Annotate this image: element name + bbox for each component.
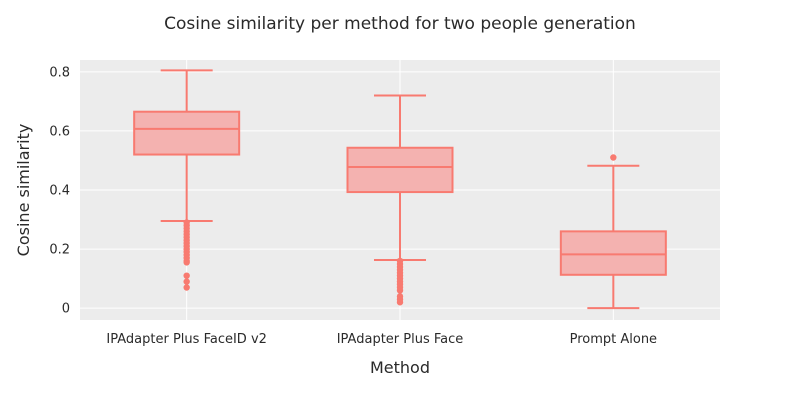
interquartile-box — [346, 146, 454, 194]
outlier-point — [396, 299, 404, 306]
y-axis-title: Cosine similarity — [14, 124, 33, 257]
outlier-point — [183, 259, 190, 266]
box-group — [559, 154, 667, 310]
box-layer — [133, 69, 667, 310]
y-tick-label: 0.2 — [49, 243, 70, 258]
chart-title: Cosine similarity per method for two peo… — [164, 14, 636, 34]
outlier-point — [183, 278, 190, 285]
interquartile-box — [559, 230, 667, 276]
x-tick-label: IPAdapter Plus Face — [337, 332, 464, 347]
x-axis-title: Method — [370, 358, 430, 377]
box-group — [346, 94, 454, 306]
y-tick-label: 0.8 — [49, 65, 70, 80]
y-tick-label: 0.4 — [49, 184, 70, 199]
outlier-point — [396, 287, 404, 294]
x-tick-label: Prompt Alone — [570, 332, 657, 347]
box-group — [133, 69, 241, 291]
y-tick-label: 0 — [62, 302, 70, 317]
x-tick-label: IPAdapter Plus FaceID v2 — [106, 332, 266, 347]
outlier-point — [183, 272, 190, 279]
axis-layer: 0 0.2 0.4 0.6 0.8 IPAdapter Plus FaceID v2 IPA… — [49, 65, 657, 347]
outlier-point — [610, 154, 617, 161]
outlier-point — [183, 284, 190, 291]
y-tick-label: 0.6 — [49, 124, 70, 139]
interquartile-box — [133, 110, 241, 156]
